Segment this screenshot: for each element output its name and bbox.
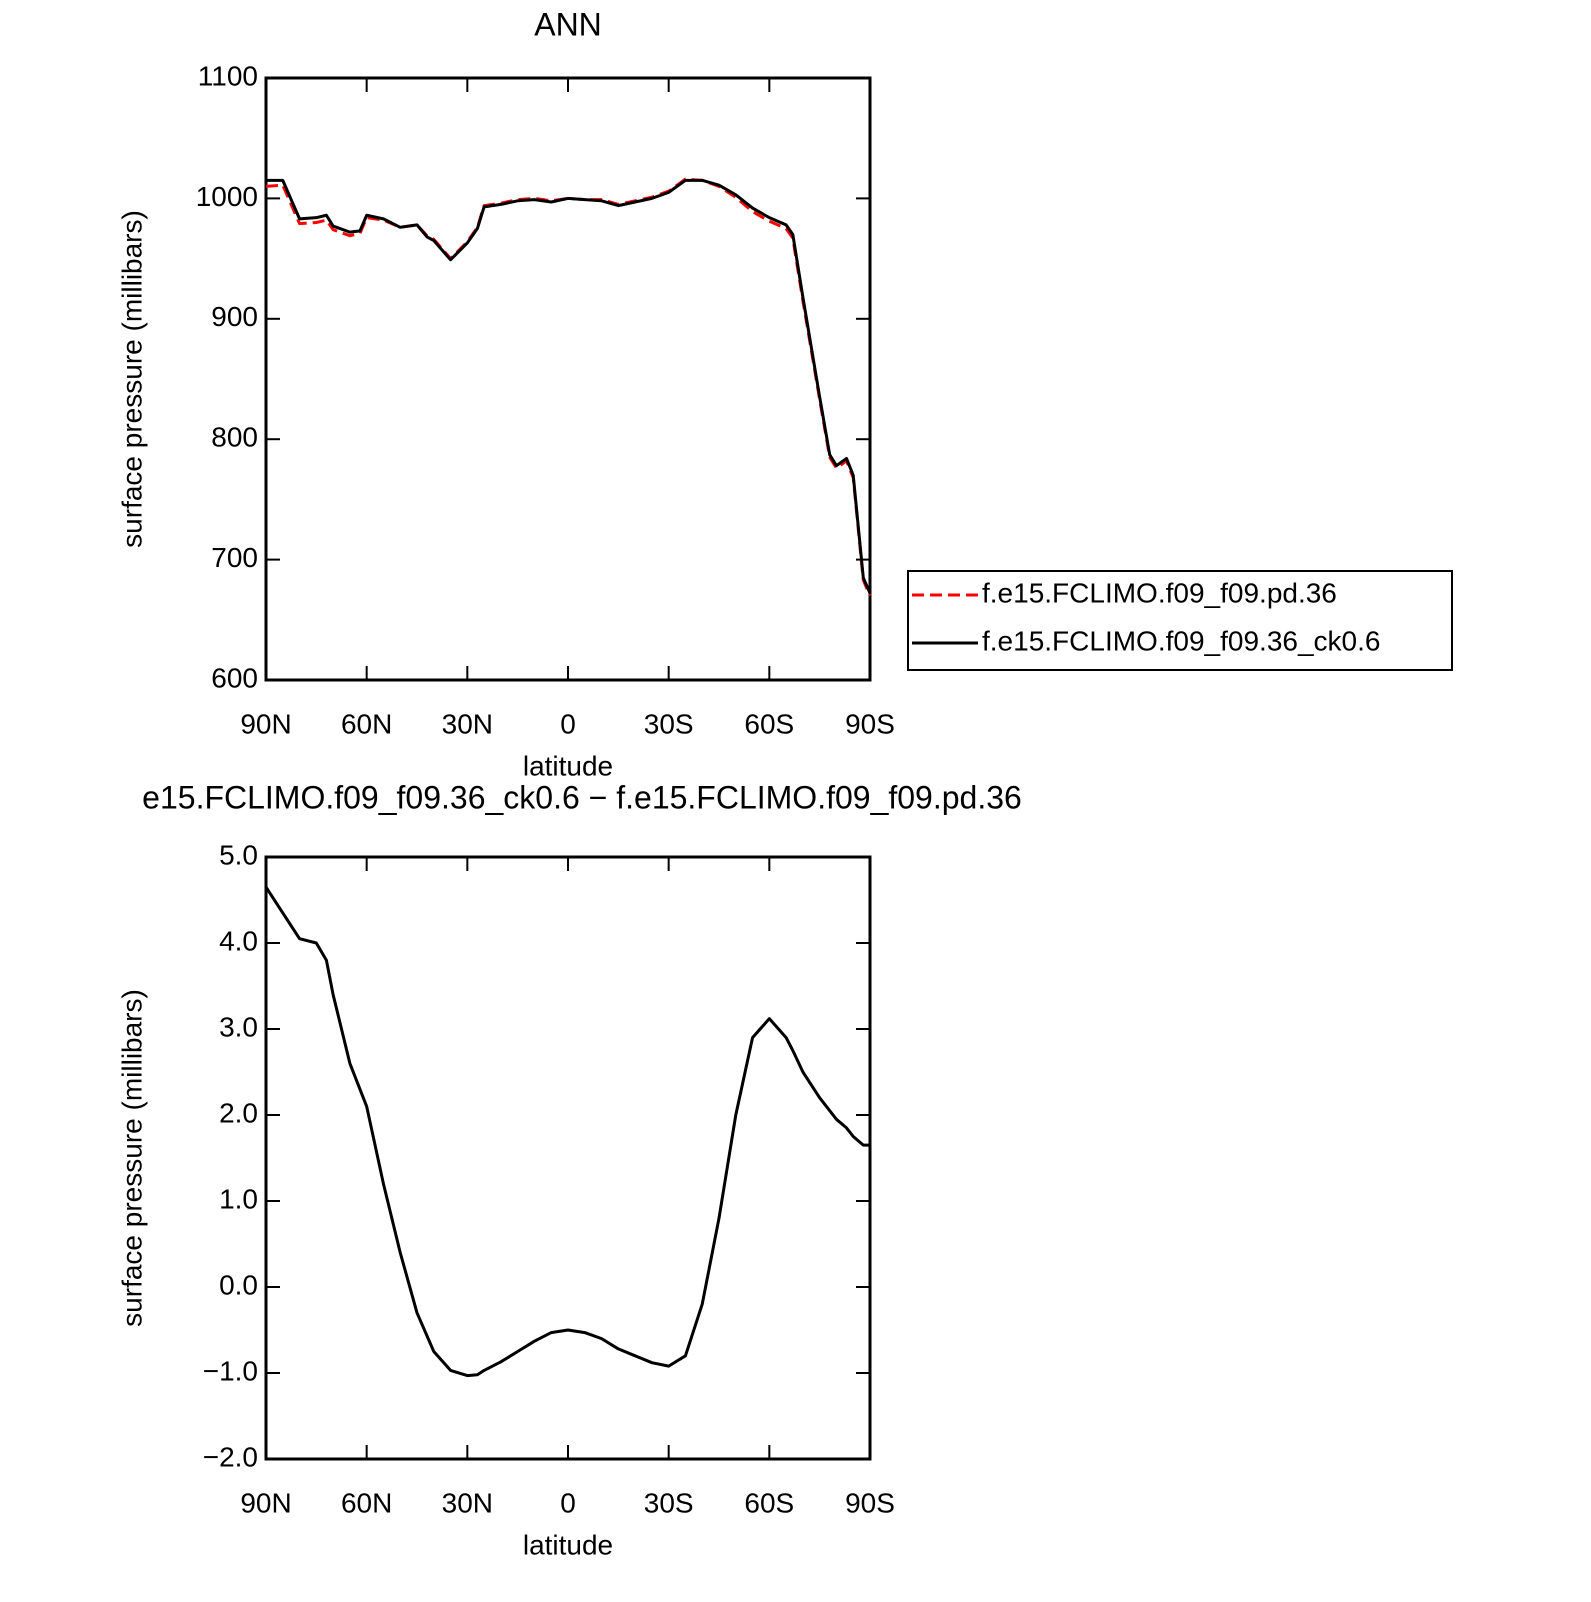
- legend-label: f.e15.FCLIMO.f09_f09.pd.36: [982, 577, 1337, 608]
- y-tick-label: −2.0: [203, 1441, 258, 1472]
- x-tick-label: 30S: [644, 708, 694, 739]
- x-tick-label: 60S: [744, 708, 794, 739]
- y-tick-label: 5.0: [219, 839, 258, 870]
- y-tick-label: 1.0: [219, 1183, 258, 1214]
- x-tick-label: 90S: [845, 708, 895, 739]
- y-axis-label: surface pressure (millibars): [116, 989, 147, 1327]
- x-tick-label: 30N: [442, 708, 493, 739]
- y-tick-label: 800: [211, 422, 258, 453]
- y-tick-label: 900: [211, 301, 258, 332]
- y-tick-label: 4.0: [219, 925, 258, 956]
- x-tick-label: 0: [560, 1487, 576, 1518]
- data-line: [264, 886, 870, 1378]
- y-tick-label: 1000: [196, 181, 258, 212]
- x-tick-label: 90N: [240, 708, 291, 739]
- y-tick-label: 700: [211, 542, 258, 573]
- plot-frame: [264, 855, 872, 1461]
- y-tick-label: 600: [211, 662, 258, 693]
- x-tick-label: 90S: [845, 1487, 895, 1518]
- x-tick-label: 60N: [341, 1487, 392, 1518]
- chart-title: ANN: [534, 6, 602, 42]
- legend-label: f.e15.FCLIMO.f09_f09.36_ck0.6: [982, 625, 1380, 656]
- data-line: [265, 177, 872, 597]
- legend-box: [907, 570, 1453, 671]
- y-tick-label: 2.0: [219, 1097, 258, 1128]
- x-tick-label: 0: [560, 708, 576, 739]
- y-tick-label: 0.0: [219, 1269, 258, 1300]
- x-axis-label: latitude: [523, 1529, 613, 1560]
- data-line: [266, 178, 872, 594]
- x-tick-label: 30S: [644, 1487, 694, 1518]
- x-tick-label: 60N: [341, 708, 392, 739]
- chart-title: e15.FCLIMO.f09_f09.36_ck0.6 − f.e15.FCLI…: [142, 779, 1022, 815]
- plot-frame: [264, 76, 872, 682]
- x-tick-label: 60S: [744, 1487, 794, 1518]
- y-tick-label: −1.0: [203, 1355, 258, 1386]
- x-tick-label: 30N: [442, 1487, 493, 1518]
- x-axis-label: latitude: [523, 750, 613, 781]
- x-tick-label: 90N: [240, 1487, 291, 1518]
- y-tick-label: 3.0: [219, 1011, 258, 1042]
- y-axis-label: surface pressure (millibars): [116, 210, 147, 548]
- y-tick-label: 1100: [198, 60, 258, 91]
